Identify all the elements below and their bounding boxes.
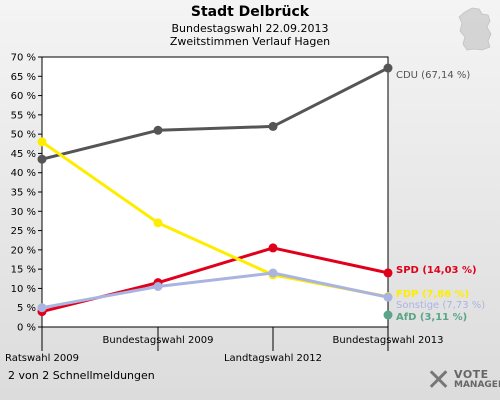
logo-text: VOTE MANAGER xyxy=(454,368,500,390)
chart-title: Stadt Delbrück xyxy=(190,4,310,20)
x-tick-label: Ratswahl 2009 xyxy=(5,353,79,364)
data-point-fdp xyxy=(37,137,47,147)
series-label-spd: SPD (14,03 %) xyxy=(396,265,477,276)
logo-line2: MANAGER xyxy=(454,380,500,390)
y-tick-label: 25 % xyxy=(11,226,36,237)
chart-subtitle-scope: Zweitstimmen Verlauf Hagen xyxy=(169,35,331,49)
footer-status: 2 von 2 Schnellmeldungen xyxy=(8,369,155,382)
y-tick-label: 70 % xyxy=(11,53,36,64)
germany-map-icon xyxy=(458,7,492,51)
data-point-sonstige xyxy=(383,292,393,302)
y-tick-label: 15 % xyxy=(11,265,36,276)
data-point-sonstige xyxy=(268,268,278,278)
data-point-fdp xyxy=(153,218,163,228)
y-tick-label: 20 % xyxy=(11,245,36,256)
chart-header: Stadt Delbrück Bundestagswahl 22.09.2013… xyxy=(0,4,500,49)
plot-area xyxy=(41,56,389,328)
data-point-afd xyxy=(383,310,393,320)
series-label-fdp: FDP (7,86 %) xyxy=(396,289,469,300)
data-point-cdu xyxy=(37,154,47,164)
series-label-sonstige: Sonstige (7,73 %) xyxy=(396,300,485,311)
chart-subtitle-election: Bundestagswahl 22.09.2013 xyxy=(171,21,329,35)
x-tick-label: Bundestagswahl 2009 xyxy=(103,335,214,346)
x-tick-label: Bundestagswahl 2013 xyxy=(333,335,444,346)
logo-x-icon: ✕ xyxy=(426,363,452,398)
data-point-cdu xyxy=(153,125,163,135)
y-tick-label: 45 % xyxy=(11,149,36,160)
y-tick-label: 30 % xyxy=(11,207,36,218)
data-point-sonstige xyxy=(37,303,47,313)
data-point-cdu xyxy=(268,121,278,131)
data-point-cdu xyxy=(383,63,393,73)
y-tick-label: 10 % xyxy=(11,284,36,295)
y-tick-label: 55 % xyxy=(11,110,36,121)
y-tick-label: 65 % xyxy=(11,72,36,83)
data-point-spd xyxy=(268,243,278,253)
votemanager-logo: ✕ VOTE MANAGER xyxy=(424,363,500,398)
data-point-spd xyxy=(383,268,393,278)
y-tick-label: 50 % xyxy=(11,130,36,141)
x-tick-label: Landtagswahl 2012 xyxy=(224,353,322,364)
y-tick-label: 5 % xyxy=(17,303,36,314)
y-tick-label: 60 % xyxy=(11,91,36,102)
y-tick-label: 40 % xyxy=(11,168,36,179)
logo-line1: VOTE xyxy=(454,368,489,381)
y-tick-label: 0 % xyxy=(17,323,36,334)
y-tick-label: 35 % xyxy=(11,188,36,199)
series-label-cdu: CDU (67,14 %) xyxy=(396,70,470,81)
series-line-sonstige xyxy=(41,271,389,310)
series-label-afd: AfD (3,11 %) xyxy=(396,312,467,323)
data-point-sonstige xyxy=(153,282,163,291)
series-line-cdu xyxy=(41,66,389,161)
